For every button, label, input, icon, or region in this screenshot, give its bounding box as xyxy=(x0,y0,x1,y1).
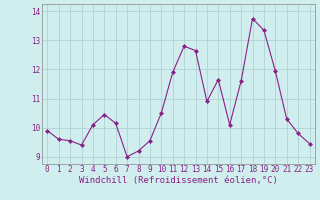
X-axis label: Windchill (Refroidissement éolien,°C): Windchill (Refroidissement éolien,°C) xyxy=(79,176,278,185)
